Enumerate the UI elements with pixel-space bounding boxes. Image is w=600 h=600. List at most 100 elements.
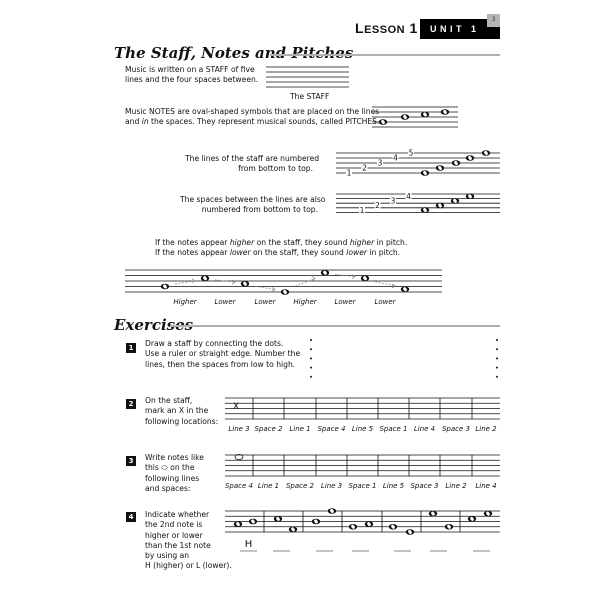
example-x-mark: X xyxy=(233,402,240,412)
line-number: 3 xyxy=(378,159,383,168)
staff-label: Lower xyxy=(214,298,236,306)
note-hole xyxy=(236,522,240,527)
staff-label: Lower xyxy=(374,298,396,306)
line-number: 4 xyxy=(393,154,398,163)
exercise-2-number: 2 xyxy=(126,399,136,409)
staff-label: Higher xyxy=(173,298,197,306)
note-hole xyxy=(484,150,488,156)
number-bg xyxy=(405,192,412,201)
number-bg xyxy=(346,169,352,177)
arrow-head xyxy=(391,283,396,289)
staff-dot xyxy=(310,366,312,369)
number-bg xyxy=(390,196,396,205)
note-hole xyxy=(423,170,427,176)
exercise-1-text: Draw a staff by connecting the dots. Use … xyxy=(145,339,301,369)
staff-label: Space 2 xyxy=(285,482,314,490)
note-hole xyxy=(291,527,295,532)
exercise-4-number: 4 xyxy=(126,512,136,522)
line-number: 2 xyxy=(362,164,367,173)
note-hole xyxy=(363,276,367,281)
note-hole xyxy=(438,203,442,208)
note-hole xyxy=(391,524,395,529)
note-hole xyxy=(431,511,435,516)
staff-dot xyxy=(496,357,498,360)
staff-label: Space 4 xyxy=(224,482,253,490)
number-bg xyxy=(392,154,399,162)
spaces-description: The spaces between the lines are also num… xyxy=(180,195,326,215)
arrow-head xyxy=(311,276,316,281)
staff-label: Space 3 xyxy=(410,482,439,490)
arrow-head xyxy=(351,274,356,279)
note-hole xyxy=(367,522,371,527)
staff-label: Space 4 xyxy=(317,425,346,433)
line-number: 1 xyxy=(347,169,352,178)
exercise-3-text: Write notes like this ⬭ on the following l… xyxy=(145,453,204,493)
exercise-1-number: 1 xyxy=(126,343,136,353)
staff-dot xyxy=(310,375,312,378)
space-number: 4 xyxy=(406,192,411,201)
number-bg xyxy=(359,206,365,215)
lesson-heading: LESSON 1 xyxy=(355,20,418,36)
staff-dot xyxy=(496,339,498,341)
note-hole xyxy=(314,519,318,524)
note-hole xyxy=(163,284,167,289)
note-hole xyxy=(423,208,427,213)
staff-label: Lower xyxy=(334,298,356,306)
notes-description: Music NOTES are oval-shaped symbols that… xyxy=(125,107,380,127)
arrow-head xyxy=(231,279,236,285)
note-hole xyxy=(468,155,472,161)
note-hole xyxy=(443,109,447,115)
note-hole xyxy=(470,516,474,521)
staff-dot xyxy=(496,375,498,378)
note-hole xyxy=(454,160,458,166)
note-hole xyxy=(486,511,490,516)
example-note xyxy=(234,453,244,460)
staff-dot xyxy=(496,366,498,369)
space-number: 2 xyxy=(375,201,380,210)
staff-label: Line 1 xyxy=(257,482,280,490)
note-hole xyxy=(453,198,457,203)
number-bg xyxy=(377,159,383,167)
note-hole xyxy=(403,114,407,120)
staff-label: Space 3 xyxy=(441,425,470,433)
note-hole xyxy=(203,276,207,281)
note-hole xyxy=(408,529,412,535)
exercise-3-number: 3 xyxy=(126,456,136,466)
staff-label: Line 3 xyxy=(320,482,343,490)
note-hole xyxy=(381,119,385,125)
staff-dot xyxy=(310,339,312,341)
number-bg xyxy=(408,149,414,157)
pitch-description: If the notes appear higher on the staff,… xyxy=(155,238,408,258)
staff-label: Line 5 xyxy=(351,425,374,433)
title-rule xyxy=(270,54,500,56)
staff-dot xyxy=(310,348,312,351)
lines-description: The lines of the staff are numbered from … xyxy=(185,154,320,174)
arrow-head xyxy=(271,287,276,292)
line-number: 5 xyxy=(409,149,414,158)
number-bg xyxy=(374,201,381,210)
staff-label: Space 1 xyxy=(348,482,377,490)
note-hole xyxy=(438,165,442,171)
note-hole xyxy=(251,519,255,524)
exercise-4-text: Indicate whether the 2nd note is higher or… xyxy=(145,510,232,571)
page-number: 3 xyxy=(487,14,500,27)
staff-label: Line 4 xyxy=(413,425,436,433)
staff-label: Higher xyxy=(293,298,317,306)
direction-arrow xyxy=(374,281,396,287)
staff-caption: The STAFF xyxy=(290,92,330,101)
note-hole xyxy=(243,281,247,286)
staff-label: Line 3 xyxy=(228,425,250,433)
exercises-title: Exercises xyxy=(114,316,194,334)
arrow-head xyxy=(191,278,196,284)
staff-label: Space 2 xyxy=(254,425,283,433)
note-hole xyxy=(283,289,287,295)
answer-field[interactable]: H xyxy=(244,539,253,550)
staff-label: Space 1 xyxy=(379,425,408,433)
exercises-rule xyxy=(170,325,500,327)
note-hole xyxy=(351,524,355,529)
direction-arrow xyxy=(294,278,316,287)
staff-description: Music is written on a STAFF of five lines… xyxy=(125,65,259,85)
staff-label: Line 2 xyxy=(475,425,497,433)
staff-label: Line 2 xyxy=(445,482,467,490)
